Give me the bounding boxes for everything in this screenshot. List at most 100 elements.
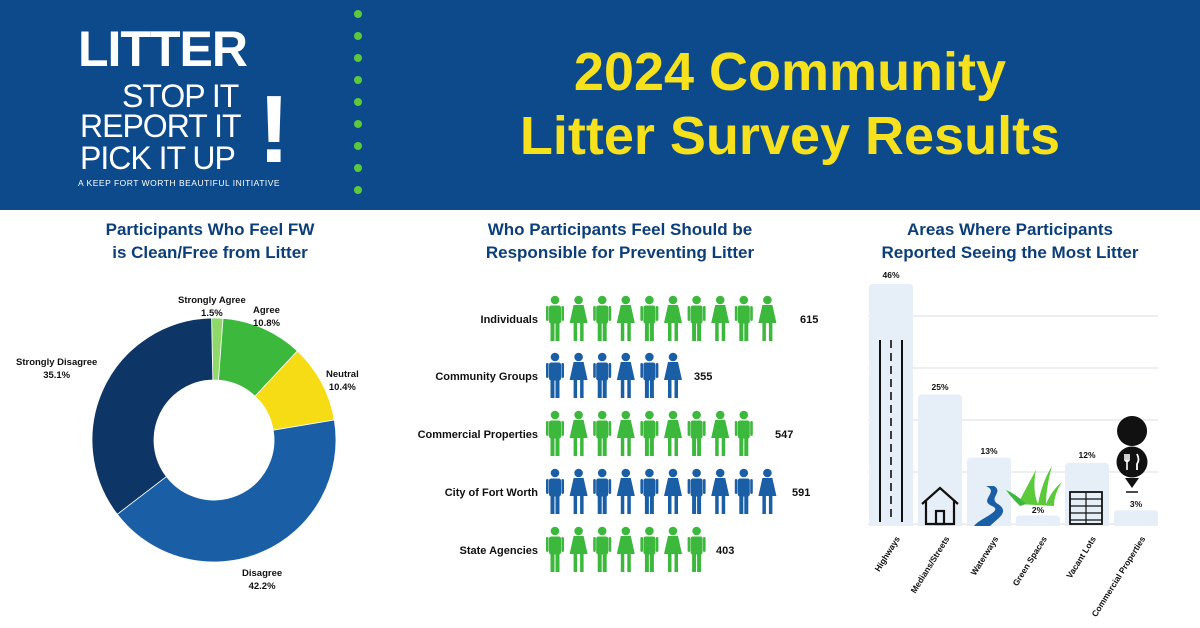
x-label-highways: Highways [872,534,903,574]
label-agree-name: Agree [253,305,280,316]
row-label-state-agencies: State Agencies [459,545,538,557]
woman-figure-icon [758,468,777,514]
bar-value-commercial-properties: 3% [1129,499,1143,509]
man-figure-icon [640,526,659,572]
bar-vacant-lots [1065,462,1109,526]
pictogram-title-line-2: Responsible for Preventing Litter [485,243,755,262]
page-title: 2024 Community Litter Survey Results [400,40,1180,168]
area-bar-chart [868,284,1158,526]
row-label-community-groups: Community Groups [435,371,538,383]
litter-logo: LITTER STOP IT REPORT IT PICK IT UP ! A … [78,21,290,194]
label-neutral-name: Neutral [326,369,359,380]
bar-title-line-2: Reported Seeing the Most Litter [881,243,1139,262]
label-strongly-agree-name: Strongly Agree [178,295,246,306]
row-value-community-groups: 355 [694,371,713,383]
label-disagree-name: Disagree [242,568,283,579]
logo-stop-it: STOP IT [122,78,239,114]
logo-tagline: A KEEP FORT WORTH BEAUTIFUL INITIATIVE [78,178,281,188]
donut-title-line-1: Participants Who Feel FW [105,220,315,239]
donut-chart-title: Participants Who Feel FW is Clean/Free f… [40,218,380,264]
woman-figure-icon [616,526,635,572]
woman-figure-icon [664,468,682,514]
man-figure-icon [687,295,706,341]
bar-commercial-properties [1114,510,1158,526]
header-banner: LITTER STOP IT REPORT IT PICK IT UP ! A … [0,0,1200,210]
donut-chart [91,317,337,563]
man-figure-icon [546,352,564,398]
woman-figure-icon [569,526,588,572]
bar-value-highways: 46% [882,270,900,280]
people-figures-individuals [546,295,777,341]
restaurant-pin-icon [1116,416,1148,493]
people-figures-city-of-fort-worth [546,468,777,514]
man-figure-icon [593,410,612,456]
logo-report-it: REPORT IT [80,108,242,144]
man-figure-icon [593,295,612,341]
logo-litter-text: LITTER [78,21,248,77]
highway-icon [879,340,903,522]
logo-pick-it-up: PICK IT UP [80,140,236,176]
label-strongly-agree: Strongly Agree 1.5% [178,294,246,320]
row-value-commercial-properties: 547 [775,429,794,441]
pictogram-title-line-1: Who Participants Feel Should be [487,220,753,239]
row-value-city-of-fort-worth: 591 [792,487,811,499]
bar-value-medians-streets: 25% [931,382,949,392]
label-strongly-agree-value: 1.5% [201,308,223,319]
label-strongly-disagree-value: 35.1% [43,370,71,381]
label-agree: Agree 10.8% [253,304,280,330]
man-figure-icon [640,295,659,341]
man-figure-icon [687,526,706,572]
man-figure-icon [687,468,706,514]
pictogram-chart-title: Who Participants Feel Should be Responsi… [425,218,815,264]
grass-icon [1006,466,1062,506]
row-value-individuals: 615 [800,314,819,326]
man-figure-icon [546,295,564,341]
woman-figure-icon [711,295,730,341]
bar-title-line-1: Areas Where Participants [907,220,1113,239]
man-figure-icon [546,410,564,456]
man-figure-icon [546,468,564,514]
logo-exclamation: ! [258,76,290,183]
man-figure-icon [734,295,753,341]
x-label-waterways: Waterways [968,534,1001,578]
woman-figure-icon [711,468,730,514]
building-icon [1069,491,1103,525]
bar-chart-title: Areas Where Participants Reported Seeing… [840,218,1180,264]
title-line-1: 2024 Community [573,42,1007,102]
label-neutral-value: 10.4% [328,382,356,393]
man-figure-icon [640,352,659,398]
label-disagree: Disagree 42.2% [242,567,282,593]
man-figure-icon [593,468,612,514]
row-value-state-agencies: 403 [716,545,735,557]
woman-figure-icon [664,295,682,341]
man-figure-icon [640,468,659,514]
woman-figure-icon [616,295,635,341]
x-label-medians-streets: Medians/Streets [908,534,952,595]
woman-figure-icon [616,410,635,456]
bar-value-vacant-lots: 12% [1078,450,1096,460]
man-figure-icon [546,526,564,572]
x-label-vacant-lots: Vacant Lots [1064,534,1099,581]
bar-value-green-spaces: 2% [1031,505,1045,515]
people-figures-commercial-properties [546,410,753,456]
woman-figure-icon [664,352,682,398]
x-label-green-spaces: Green Spaces [1010,534,1050,588]
man-figure-icon [640,410,659,456]
donut-title-line-2: is Clean/Free from Litter [112,243,308,262]
man-figure-icon [734,468,753,514]
x-label-commercial-properties: Commercial Properties [1089,534,1148,619]
label-agree-value: 10.8% [253,318,280,329]
dotted-divider [354,10,366,200]
woman-figure-icon [569,468,588,514]
row-label-individuals: Individuals [480,314,538,326]
donut-slice-strongly-disagree [91,317,214,515]
woman-figure-icon [569,410,588,456]
label-strongly-disagree: Strongly Disagree 35.1% [16,356,97,382]
woman-figure-icon [616,468,635,514]
people-figures-community-groups [546,352,682,398]
man-figure-icon [593,526,612,572]
man-figure-icon [593,352,612,398]
bar-medians-streets [918,394,962,526]
man-figure-icon [734,410,753,456]
donut-slice-disagree [116,419,337,563]
